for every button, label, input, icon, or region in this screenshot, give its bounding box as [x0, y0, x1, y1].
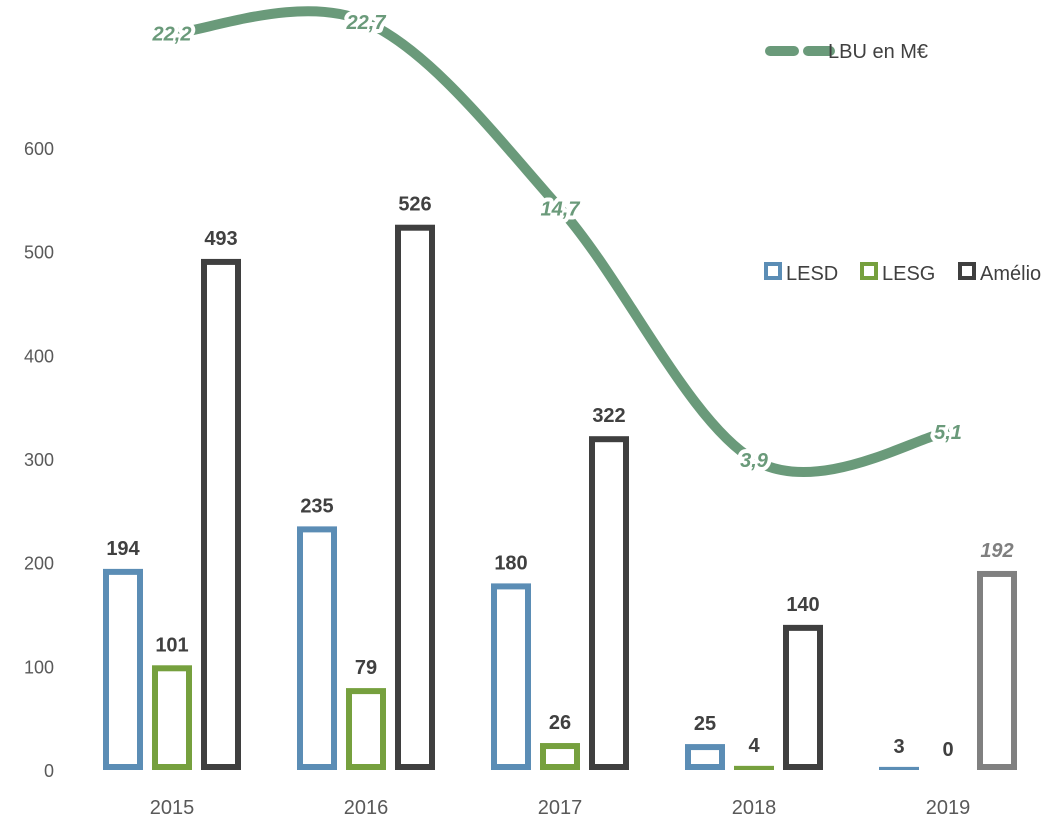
legend-amelio-label: Amélio	[980, 263, 1041, 285]
y-tick-label: 400	[24, 346, 54, 366]
bar-lesd	[103, 568, 143, 770]
line-series: 22,222,222,722,714,714,73,93,95,15,1	[148, 6, 966, 477]
legend-lesg-label: LESG	[882, 263, 935, 285]
bar-amelio	[783, 624, 823, 770]
y-axis: 0 100 200 300 400 500 600	[24, 139, 54, 781]
line-lbu	[167, 6, 953, 477]
bar-data-label-lesd: 25	[694, 713, 716, 735]
bar-data-label-lesg: 101	[155, 634, 188, 656]
x-tick-label: 2017	[538, 797, 583, 818]
y-tick-label: 200	[24, 554, 54, 574]
line-point	[946, 430, 950, 435]
bar-data-label-lesd: 194	[106, 538, 140, 560]
bar-lesg	[540, 743, 580, 771]
x-tick-label: 2015	[150, 797, 195, 818]
bar-data-label-lesd: 235	[300, 495, 333, 517]
legend-bars: LESD LESG Amélio	[764, 262, 1041, 285]
line-data-label-halo: 22,2	[152, 24, 192, 46]
line-point	[558, 206, 562, 211]
line-data-label-halo: 3,9	[740, 450, 769, 472]
legend-lesd-swatch	[764, 262, 782, 280]
y-tick-label: 500	[24, 243, 54, 263]
legend-line: LBU en M€	[765, 41, 928, 63]
x-tick-label: 2016	[344, 797, 389, 818]
line-data-label: 22,2	[152, 24, 192, 46]
line-data-label-halo: 5,1	[934, 422, 962, 444]
bar-amelio	[395, 224, 435, 771]
line-point	[364, 20, 368, 24]
bar-data-label-lesg: 4	[748, 735, 760, 757]
y-tick-label: 0	[44, 761, 54, 781]
y-tick-label: 600	[24, 139, 54, 159]
line-data-label: 22,7	[346, 12, 387, 34]
y-tick-label: 100	[24, 657, 54, 677]
x-tick-label: 2019	[926, 797, 971, 818]
bar-data-label-amelio: 140	[786, 594, 819, 616]
bar-data-label-amelio: 322	[592, 405, 625, 427]
legend-lesg-swatch	[860, 262, 878, 280]
bar-lesd	[491, 583, 531, 771]
bar-data-label-lesg: 26	[549, 712, 571, 734]
bar-data-label-lesd: 180	[494, 552, 527, 574]
bar-data-label-amelio: 493	[204, 228, 237, 250]
line-data-label: 3,9	[740, 450, 769, 472]
bar-lesd	[879, 766, 919, 770]
line-data-label-halo: 14,7	[541, 198, 581, 220]
x-tick-label: 2018	[732, 797, 777, 818]
bar-lesd	[685, 744, 725, 770]
legend-line-label: LBU en M€	[828, 41, 928, 63]
line-data-label-halo: 22,7	[346, 12, 387, 34]
bar-lesg	[734, 765, 774, 770]
bar-lesg	[346, 688, 386, 770]
bar-amelio	[201, 258, 241, 770]
bar-data-label-lesg: 79	[355, 657, 377, 679]
bar-amelio	[977, 570, 1017, 771]
x-axis: 2015 2016 2017 2018 2019	[150, 797, 971, 818]
line-point	[752, 458, 756, 462]
bar-data-labels: 194 235 180 25 3 101 79 26 4 0 493 526 322 140 192	[106, 194, 1013, 761]
y-tick-label: 300	[24, 450, 54, 470]
bar-data-label-lesg: 0	[942, 739, 953, 761]
line-point	[170, 31, 174, 36]
bar-lesd	[297, 526, 337, 771]
bar-lesg	[152, 665, 192, 771]
bar-data-label-lesd: 3	[893, 736, 904, 758]
bar-data-label-amelio: 192	[980, 540, 1013, 562]
bars	[103, 224, 1017, 771]
bar-data-label-amelio: 526	[398, 194, 431, 216]
line-data-label: 5,1	[934, 422, 962, 444]
legend-amelio-swatch	[958, 262, 976, 280]
bar-amelio	[589, 436, 629, 770]
line-data-label: 14,7	[541, 198, 581, 220]
legend-lesd-label: LESD	[786, 263, 838, 285]
